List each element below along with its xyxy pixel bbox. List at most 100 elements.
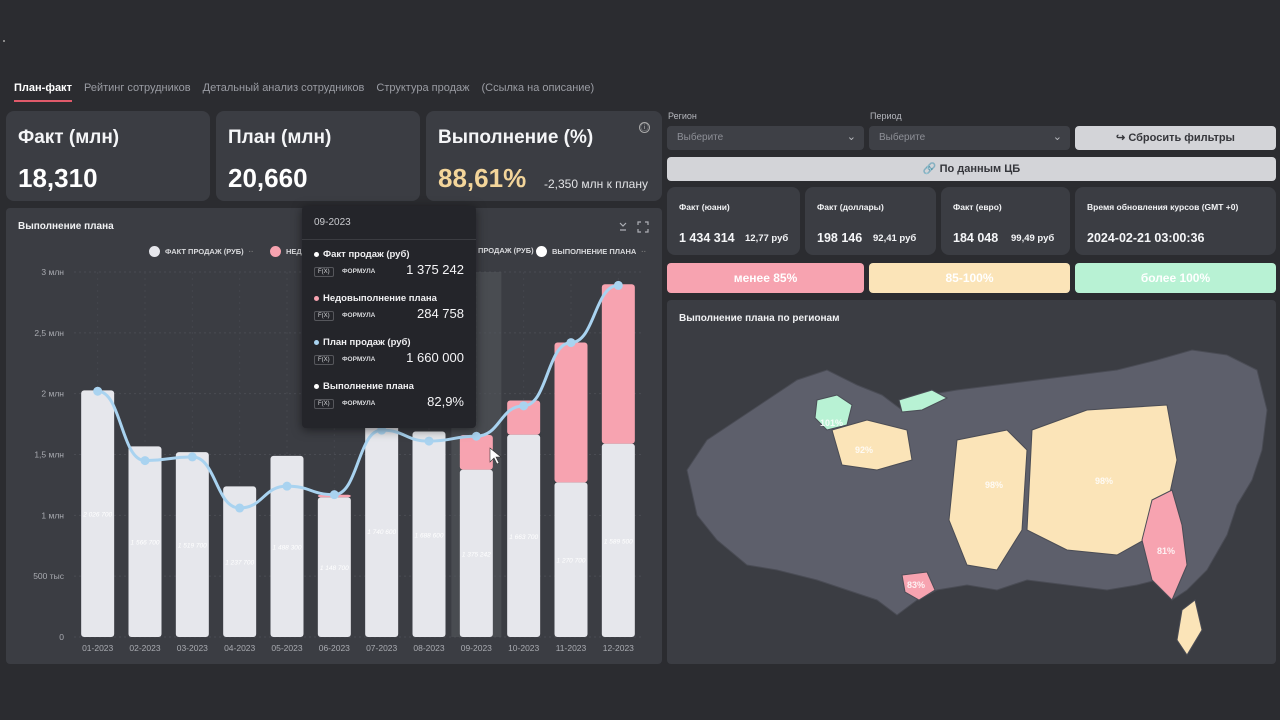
band-low[interactable]: менее 85% [667, 263, 864, 293]
period-label: Период [870, 111, 902, 121]
legend-done[interactable]: ВЫПОЛНЕНИЕ ПЛАНА ·· [536, 246, 646, 257]
bar-data-label: 1 589 500 [604, 538, 633, 545]
bar-fact[interactable] [459, 469, 493, 637]
bar-data-label: 1 488 300 [273, 544, 302, 551]
legend-done-label: ВЫПОЛНЕНИЕ ПЛАНА [552, 247, 637, 256]
bar-under[interactable] [554, 342, 588, 483]
region-label: Регион [668, 111, 697, 121]
line-point[interactable] [93, 386, 103, 396]
line-point[interactable] [140, 456, 150, 466]
tooltip-name-text: Факт продаж (руб) [323, 249, 410, 260]
x-tick-label: 11-2023 [556, 643, 587, 653]
reset-filters-button[interactable]: ↪ Сбросить фильтры [1075, 126, 1276, 150]
kpi-done-value: 88,61% [438, 163, 527, 193]
rates-updated-value: 2024-02-21 03:00:36 [1087, 231, 1205, 245]
bar-data-label: 1 688 600 [415, 532, 444, 539]
cb-data-label: По данным ЦБ [939, 163, 1021, 175]
bar-data-label: 1 663 700 [509, 534, 538, 541]
map-region-siberia[interactable] [948, 429, 1028, 571]
tab-bar: План-факт Рейтинг сотрудников Детальный … [14, 82, 594, 102]
bar-fact[interactable] [554, 482, 588, 637]
rates-updated-card: Время обновления курсов (GMT +0) 2024-02… [1075, 187, 1276, 255]
bar-fact[interactable] [412, 431, 446, 637]
line-point[interactable] [471, 431, 481, 441]
map-title: Выполнение плана по регионам [679, 313, 840, 324]
map-region-nw[interactable] [814, 394, 853, 431]
line-point[interactable] [424, 436, 434, 446]
map-label-83: 83% [907, 580, 926, 590]
tab-plan-fact[interactable]: План-факт [14, 82, 72, 102]
bar-fact[interactable] [81, 390, 115, 637]
bar-fact[interactable] [507, 434, 541, 637]
tab-employee-analysis[interactable]: Детальный анализ сотрудников [202, 82, 365, 94]
fact-usd-value: 198 146 [817, 231, 863, 245]
bar-fact[interactable] [223, 486, 257, 637]
fact-eur-card: Факт (евро) 184 048 99,49 руб [941, 187, 1070, 255]
map-region-north[interactable] [831, 419, 913, 471]
map-region-sakhalin[interactable] [1176, 599, 1203, 656]
fact-eur-title: Факт (евро) [953, 202, 1002, 212]
bar-fact[interactable] [175, 452, 209, 637]
map-region-fareast[interactable] [1141, 489, 1188, 601]
fact-usd-title: Факт (доллары) [817, 202, 884, 212]
tooltip-name: Недовыполнение плана [314, 293, 437, 304]
bar-fact[interactable] [128, 446, 162, 637]
line-plan-completion [97, 283, 619, 510]
bullet-icon [314, 251, 319, 257]
legend-fact[interactable]: ФАКТ ПРОДАЖ (РУБ) ·· [149, 246, 254, 257]
line-point[interactable] [613, 280, 623, 290]
x-tick-label: 08-2023 [413, 643, 444, 653]
region-select-value: Выберите [677, 132, 724, 143]
download-icon[interactable] [619, 222, 627, 231]
y-tick-label: 0 [59, 632, 64, 642]
band-high[interactable]: более 100% [1075, 263, 1276, 293]
bar-under[interactable] [601, 284, 635, 444]
bar-under[interactable] [459, 435, 493, 470]
map-label-101: 101% [820, 418, 844, 428]
bar-fact[interactable] [270, 455, 304, 637]
period-select[interactable]: Выберите ⌄ [869, 126, 1070, 150]
cb-data-button[interactable]: 🔗 По данным ЦБ [667, 157, 1276, 181]
bar-fact[interactable] [365, 425, 399, 637]
tooltip-name: План продаж (руб) [314, 337, 411, 348]
tooltip-name: Факт продаж (руб) [314, 249, 410, 260]
line-point[interactable] [329, 490, 339, 500]
fx-badge: F(X) [314, 311, 334, 321]
map-label-92: 92% [855, 445, 874, 455]
line-point[interactable] [519, 401, 529, 411]
band-mid[interactable]: 85-100% [869, 263, 1070, 293]
bar-fact[interactable] [317, 497, 351, 637]
decor-dot [3, 40, 5, 42]
region-select[interactable]: Выберите ⌄ [667, 126, 864, 150]
tab-sales-structure[interactable]: Структура продаж [376, 82, 470, 94]
yuan-rate: 12,77 руб [745, 233, 789, 244]
y-tick-label: 1,5 млн [34, 450, 64, 460]
chart-title: Выполнение плана [18, 221, 114, 232]
legend-fact-swatch [149, 246, 160, 257]
x-tick-label: 09-2023 [461, 643, 492, 653]
kpi-plan-value: 20,660 [228, 163, 308, 193]
info-icon[interactable]: ⓘ [639, 122, 650, 133]
map-region-south[interactable] [901, 571, 936, 601]
bar-fact[interactable] [601, 443, 635, 637]
legend-fact-label: ФАКТ ПРОДАЖ (РУБ) [165, 247, 244, 256]
rates-updated-title: Время обновления курсов (GMT +0) [1087, 202, 1239, 212]
x-tick-label: 01-2023 [82, 643, 113, 653]
tab-description-link[interactable]: (Ссылка на описание) [481, 82, 595, 94]
line-point[interactable] [187, 452, 197, 462]
legend-under[interactable]: НЕД [270, 246, 302, 257]
tooltip-formula: ФОРМУЛА [342, 400, 376, 407]
line-point[interactable] [566, 338, 576, 348]
line-point[interactable] [235, 503, 245, 513]
kpi-done-card: Выполнение (%) ⓘ 88,61% -2,350 млн к пла… [426, 111, 662, 201]
link-icon: 🔗 [922, 163, 937, 175]
expand-icon[interactable] [637, 221, 649, 233]
map-region-island[interactable] [898, 389, 949, 413]
bar-data-label: 1 519 700 [178, 543, 207, 550]
tooltip-name-text: Выполнение плана [323, 381, 414, 392]
bar-under[interactable] [507, 400, 541, 435]
line-point[interactable] [282, 481, 292, 491]
tab-employee-rating[interactable]: Рейтинг сотрудников [83, 82, 191, 94]
fx-badge: F(X) [314, 267, 334, 277]
x-tick-label: 12-2023 [603, 643, 634, 653]
